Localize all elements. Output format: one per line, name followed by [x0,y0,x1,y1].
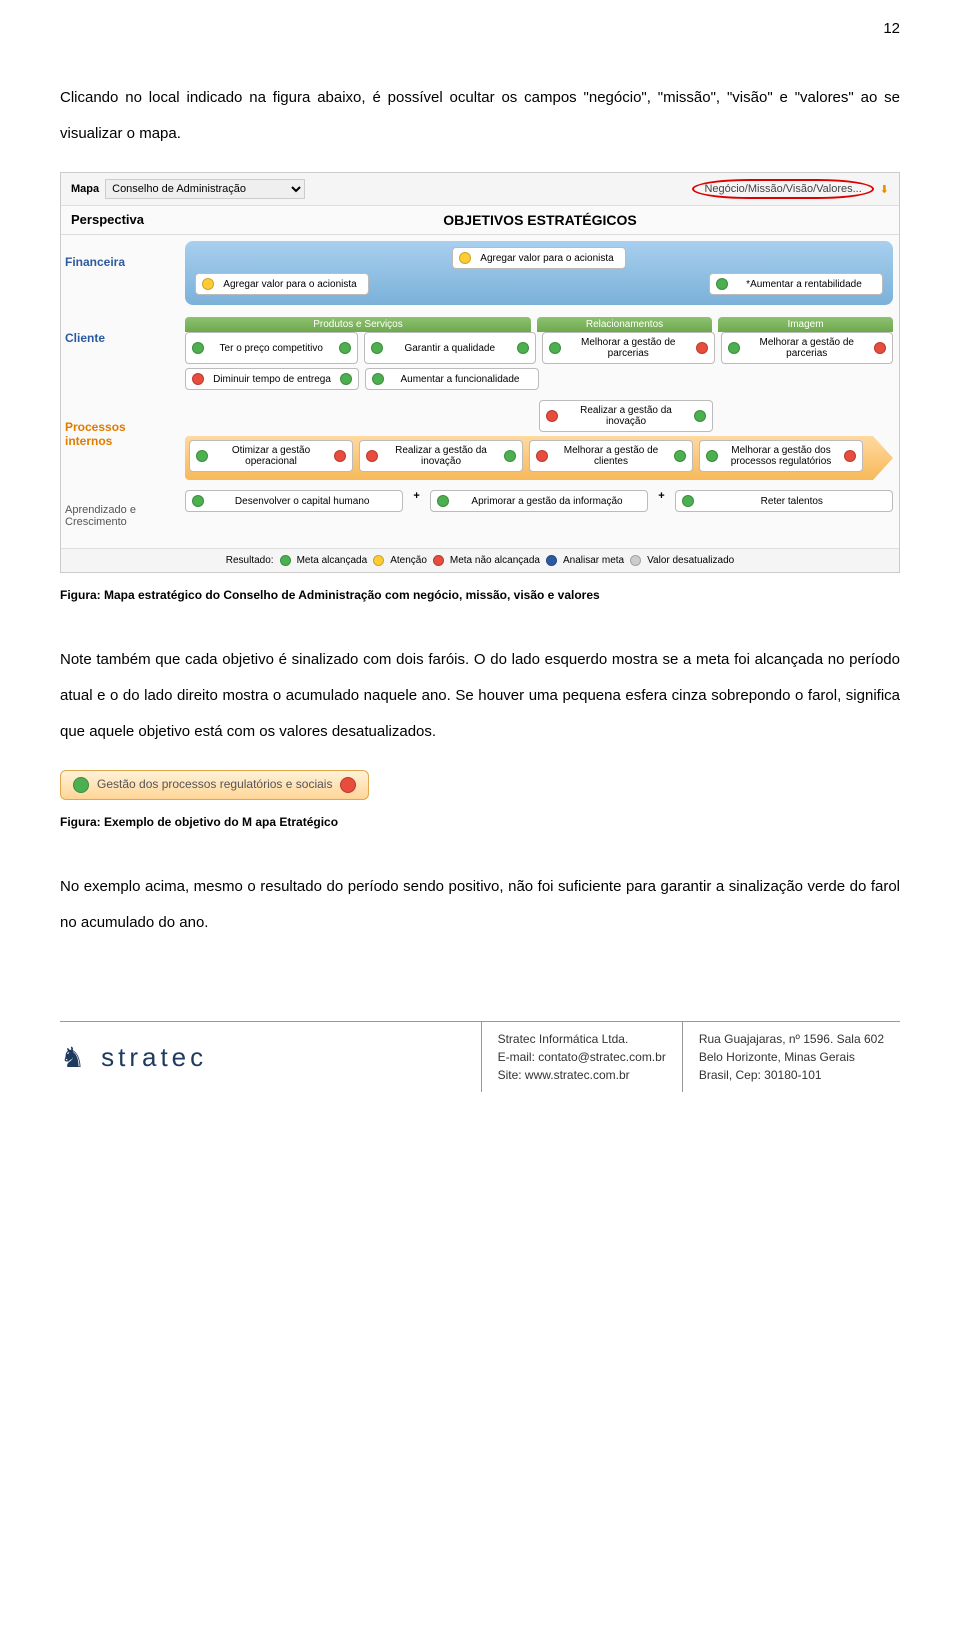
perspective-aprendizado-label: Aprendizado e Crescimento [61,484,179,548]
figure-caption-2: Figura: Exemplo de objetivo do M apa Etr… [60,815,900,829]
objective-card[interactable]: Garantir a qualidade [364,332,537,364]
objective-card[interactable]: Agregar valor para o acionista [195,273,369,295]
footer-line: E-mail: contato@stratec.com.br [498,1048,666,1066]
objective-card[interactable]: Realizar a gestão da inovação [539,400,713,432]
objective-card[interactable]: Desenvolver o capital humano [185,490,403,512]
knight-icon: ♞ [60,1041,89,1074]
map-select[interactable]: Conselho de Administração [105,179,305,199]
perspective-processos-label: Processos internos [61,400,179,484]
subhead: Relacionamentos [537,317,712,332]
footer-line: Belo Horizonte, Minas Gerais [699,1048,884,1066]
objective-card[interactable]: Melhorar a gestão de parcerias [542,332,715,364]
plus-icon: + [409,490,423,512]
footer-col-address: Rua Guajajaras, nº 1596. Sala 602 Belo H… [682,1022,900,1092]
toggle-negocio-link[interactable]: Negócio/Missão/Visão/Valores... [692,179,873,199]
header-objetivos: OBJETIVOS ESTRATÉGICOS [191,212,889,228]
footer-line: Rua Guajajaras, nº 1596. Sala 602 [699,1030,884,1048]
legend: Resultado: Meta alcançada Atenção Meta n… [61,548,899,572]
header-perspectiva: Perspectiva [71,212,191,228]
figure-caption-1: Figura: Mapa estratégico do Conselho de … [60,588,900,602]
footer-line: Brasil, Cep: 30180-101 [699,1066,884,1084]
download-icon[interactable]: ⬇ [880,183,889,196]
subhead: Produtos e Serviços [185,317,531,332]
objective-card[interactable]: Aumentar a funcionalidade [365,368,539,390]
perspective-financeira-label: Financeira [61,235,179,311]
legend-item: Meta alcançada [297,555,368,566]
objective-pill-example: Gestão dos processos regulatórios e soci… [60,770,369,800]
objective-card[interactable]: *Aumentar a rentabilidade [709,273,883,295]
logo-text: stratec [101,1042,207,1073]
objective-card[interactable]: Realizar a gestão da inovação [359,440,523,472]
objective-card[interactable]: Agregar valor para o acionista [452,247,626,269]
footer-logo: ♞ stratec [60,1022,481,1092]
objective-card[interactable]: Reter talentos [675,490,893,512]
objective-card[interactable]: Otimizar a gestão operacional [189,440,353,472]
status-dot-right [340,777,356,793]
paragraph-3: No exemplo acima, mesmo o resultado do p… [60,869,900,941]
strategy-map-screenshot: Mapa Conselho de Administração Negócio/M… [60,172,900,573]
objective-card[interactable]: Diminuir tempo de entrega [185,368,359,390]
map-label: Mapa [71,183,99,195]
paragraph-2: Note também que cada objetivo é sinaliza… [60,642,900,750]
objective-card[interactable]: Melhorar a gestão dos processos regulató… [699,440,863,472]
objective-card[interactable]: Aprimorar a gestão da informação [430,490,648,512]
paragraph-1: Clicando no local indicado na figura aba… [60,80,900,152]
legend-item: Meta não alcançada [450,555,540,566]
objective-card[interactable]: Melhorar a gestão de clientes [529,440,693,472]
footer-line: Stratec Informática Ltda. [498,1030,666,1048]
subhead: Imagem [718,317,893,332]
perspective-cliente-label: Cliente [61,311,179,400]
legend-item: Valor desatualizado [647,555,734,566]
page-footer: ♞ stratec Stratec Informática Ltda. E-ma… [60,1021,900,1092]
page-number: 12 [883,20,900,37]
legend-item: Atenção [390,555,427,566]
plus-icon: + [654,490,668,512]
legend-label: Resultado: [226,555,274,566]
objective-card[interactable]: Ter o preço competitivo [185,332,358,364]
footer-line: Site: www.stratec.com.br [498,1066,666,1084]
objective-pill-text: Gestão dos processos regulatórios e soci… [97,777,332,793]
footer-col-contact: Stratec Informática Ltda. E-mail: contat… [481,1022,682,1092]
objective-card[interactable]: Melhorar a gestão de parcerias [721,332,894,364]
legend-item: Analisar meta [563,555,624,566]
status-dot-left [73,777,89,793]
